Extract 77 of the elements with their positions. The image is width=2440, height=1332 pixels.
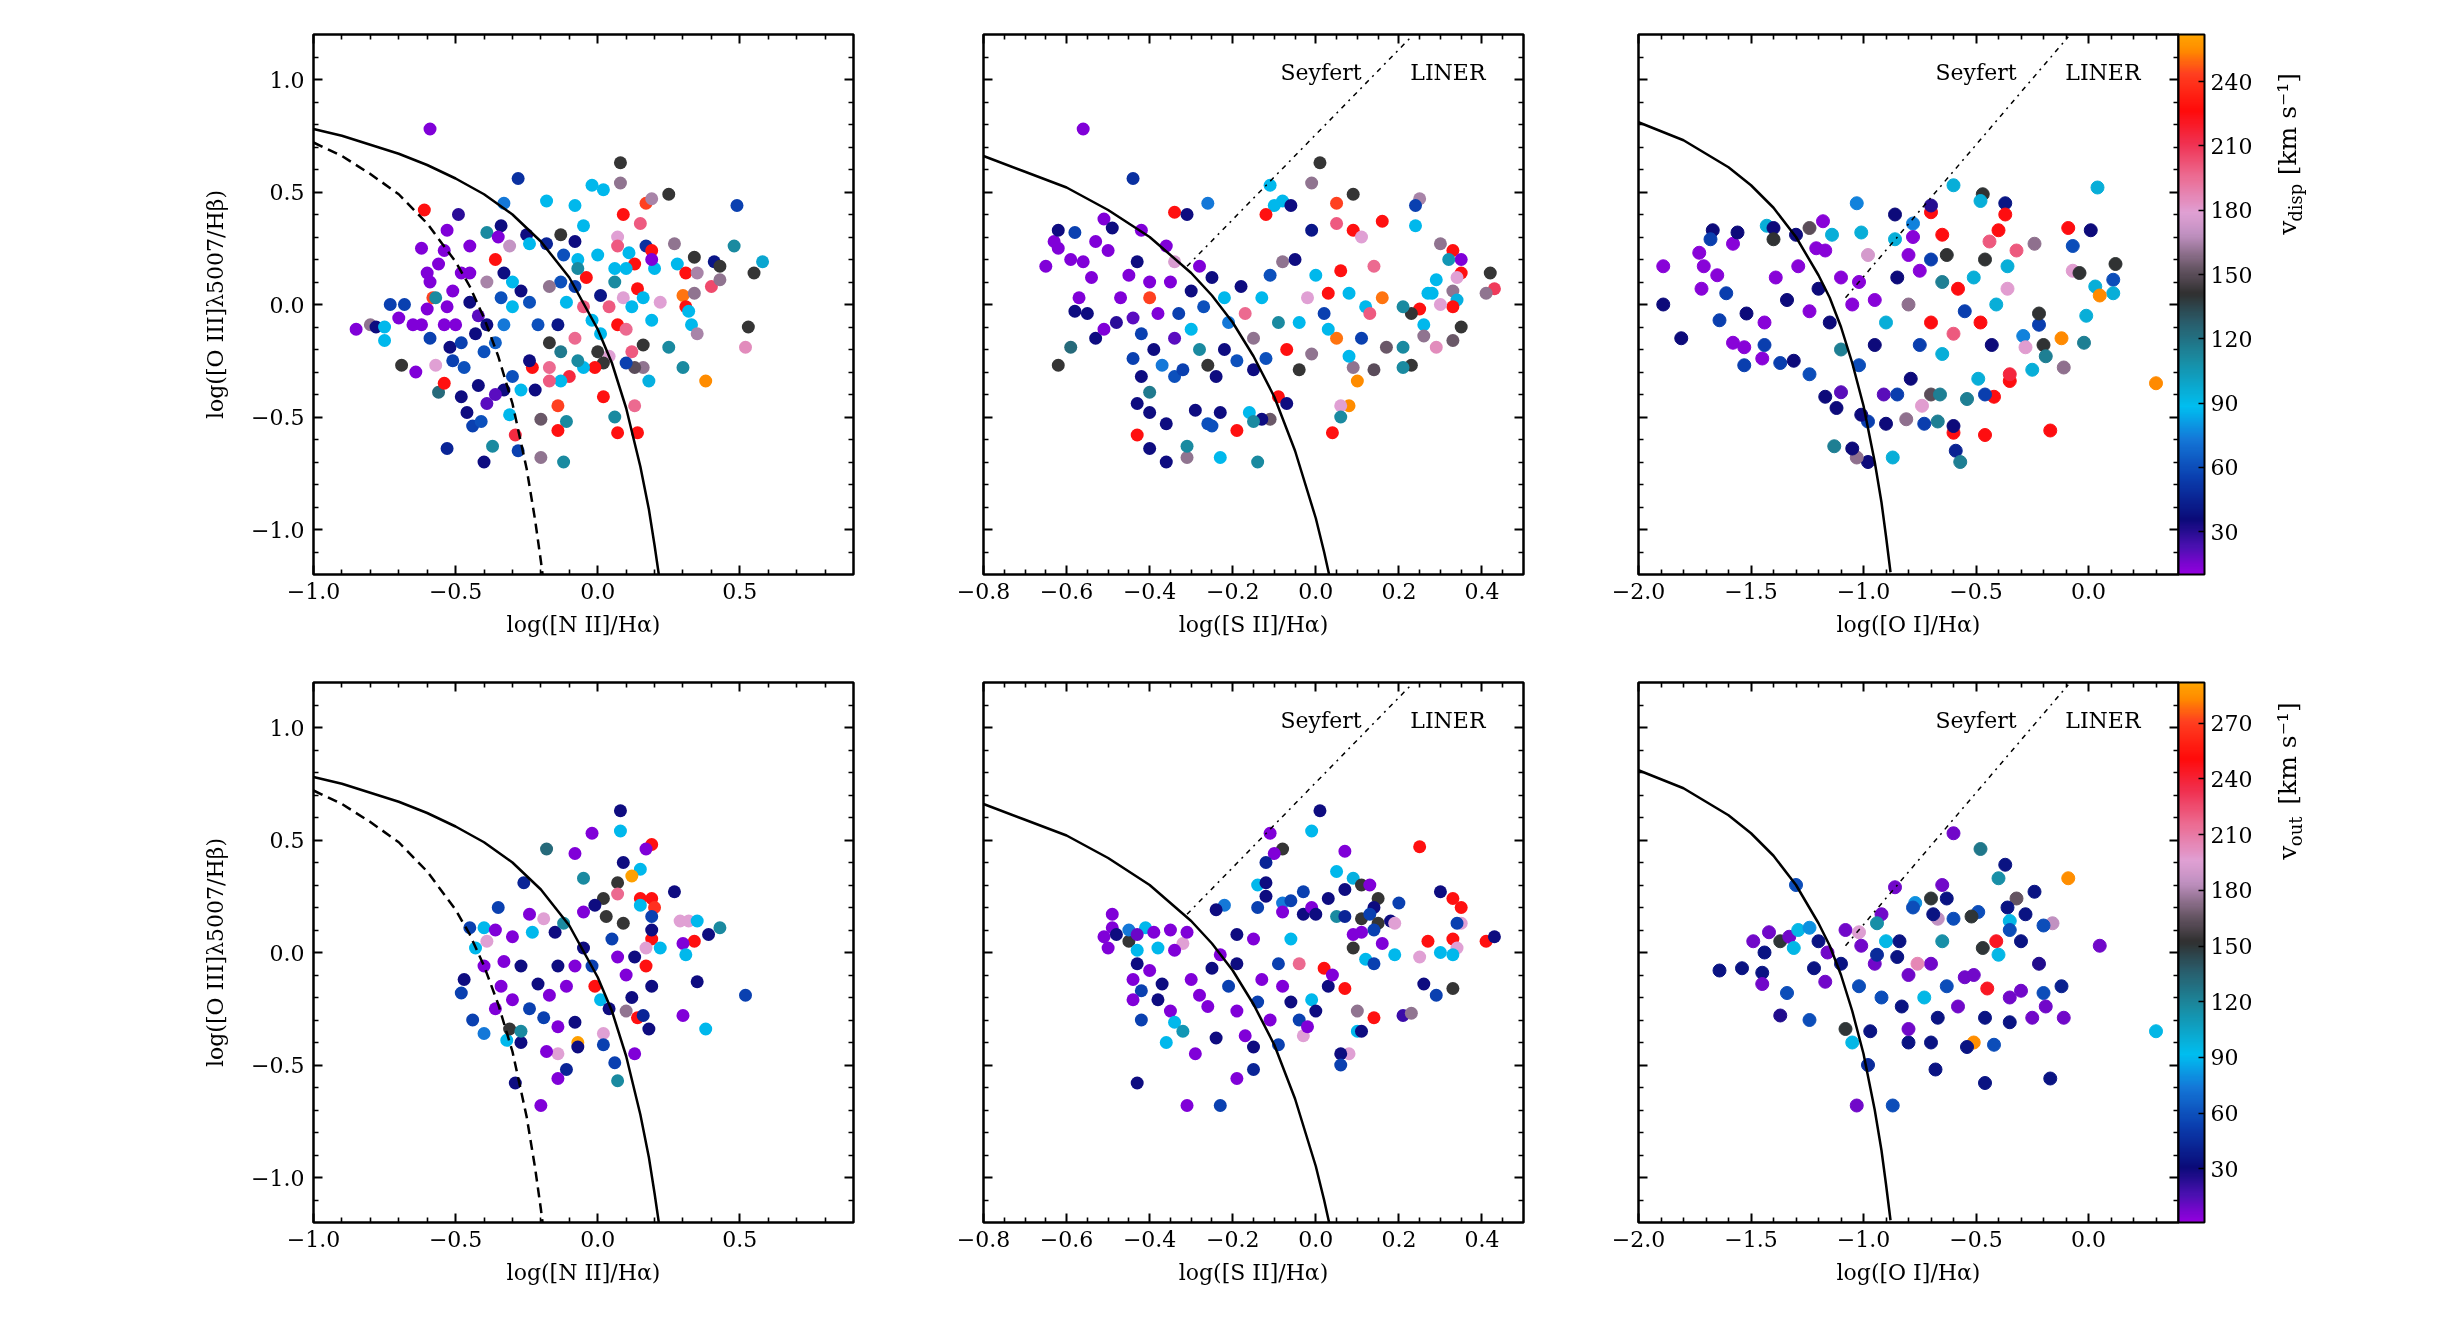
x-tick-label: −0.8: [956, 1226, 1011, 1252]
x-tick-label: −0.5: [1949, 1226, 2003, 1252]
x-tick-label: 0.0: [1298, 578, 1334, 604]
y-tick-label: 0.5: [269, 180, 305, 205]
x-tick-label: −0.5: [428, 578, 483, 604]
color-bar-label: 60: [2210, 1101, 2239, 1127]
x-axis-title: log([N II]/Hα): [506, 611, 661, 637]
x-tick-label: 0.4: [1464, 1226, 1500, 1252]
x-tick-label: −0.8: [956, 578, 1011, 604]
color-bar-label: 210: [2210, 133, 2253, 159]
x-tick-label: −2.0: [1611, 578, 1666, 604]
color-bar-label: 120: [2210, 989, 2253, 1015]
annotation: LINER: [2065, 707, 2142, 733]
y-axis-title: log([O III]λ5007/Hβ): [203, 837, 229, 1068]
y-axis-title: log([O III]λ5007/Hβ): [203, 189, 229, 420]
x-tick-label: −1.5: [1724, 578, 1778, 604]
x-tick-label: −0.5: [1949, 578, 2003, 604]
y-tick-label: 0.0: [269, 940, 305, 966]
x-tick-label: −1.0: [286, 578, 341, 604]
x-tick-label: −0.2: [1206, 1226, 1260, 1252]
annotation: Seyfert: [1935, 707, 2017, 733]
x-tick-label: 0.5: [722, 1226, 758, 1252]
color-bar-label: 120: [2210, 326, 2253, 352]
color-bar-label: 90: [2210, 391, 2239, 417]
x-tick-label: −0.6: [1039, 1226, 1094, 1252]
x-tick-label: 0.2: [1381, 578, 1417, 604]
color-bar-label: 180: [2210, 878, 2253, 904]
x-tick-label: 0.0: [580, 578, 616, 604]
y-tick-label: 0.0: [269, 292, 305, 318]
x-tick-label: −1.0: [286, 1226, 341, 1252]
x-axis-title: log([O I]/Hα): [1836, 611, 1981, 637]
color-bar-label: 30: [2210, 1156, 2239, 1182]
annotation: LINER: [2065, 59, 2142, 85]
x-tick-label: −0.4: [1122, 578, 1177, 604]
x-tick-label: 0.5: [722, 578, 758, 604]
x-tick-label: 0.4: [1464, 578, 1500, 604]
color-bar-label: 240: [2210, 69, 2253, 95]
y-tick-label: −1.0: [251, 517, 305, 543]
color-bar-label: 180: [2210, 198, 2253, 224]
color-bar-label: 270: [2210, 711, 2253, 737]
annotation: LINER: [1410, 707, 1487, 733]
annotation: Seyfert: [1280, 707, 1362, 733]
x-tick-label: 0.0: [2071, 578, 2107, 604]
y-tick-label: 1.0: [269, 67, 305, 93]
x-axis-title: log([S II]/Hα): [1178, 611, 1329, 637]
color-bar-title: vout [km s⁻¹]: [2273, 702, 2306, 861]
x-tick-label: −0.5: [428, 1226, 483, 1252]
x-tick-label: 0.0: [1298, 1226, 1334, 1252]
x-tick-label: −0.6: [1039, 578, 1094, 604]
x-tick-label: −1.5: [1724, 1226, 1778, 1252]
x-tick-label: −0.2: [1206, 578, 1260, 604]
x-tick-label: −2.0: [1611, 1226, 1666, 1252]
y-tick-label: −0.5: [251, 1053, 305, 1078]
y-tick-label: 0.5: [269, 828, 305, 853]
x-axis-title: log([S II]/Hα): [1178, 1259, 1329, 1285]
color-bar-label: 90: [2210, 1045, 2239, 1071]
color-bar-label: 150: [2210, 262, 2253, 288]
y-tick-label: −1.0: [251, 1165, 305, 1191]
y-tick-label: 1.0: [269, 715, 305, 741]
annotation: Seyfert: [1935, 59, 2017, 85]
y-tick-label: −0.5: [251, 405, 305, 430]
x-tick-label: 0.0: [2071, 1226, 2107, 1252]
annotation: Seyfert: [1280, 59, 1362, 85]
color-bar-label: 30: [2210, 519, 2239, 545]
color-bar-label: 210: [2210, 822, 2253, 848]
x-axis-title: log([N II]/Hα): [506, 1259, 661, 1285]
x-tick-label: −1.0: [1836, 1226, 1891, 1252]
x-tick-label: −0.4: [1122, 1226, 1177, 1252]
x-tick-label: −1.0: [1836, 578, 1891, 604]
x-tick-label: 0.2: [1381, 1226, 1417, 1252]
color-bar-title: vdisp [km s⁻¹]: [2273, 72, 2306, 236]
color-bar-label: 240: [2210, 766, 2253, 792]
color-bar-label: 60: [2210, 455, 2239, 481]
x-axis-title: log([O I]/Hα): [1836, 1259, 1981, 1285]
x-tick-label: 0.0: [580, 1226, 616, 1252]
color-bar-label: 150: [2210, 934, 2253, 960]
annotation: LINER: [1410, 59, 1487, 85]
